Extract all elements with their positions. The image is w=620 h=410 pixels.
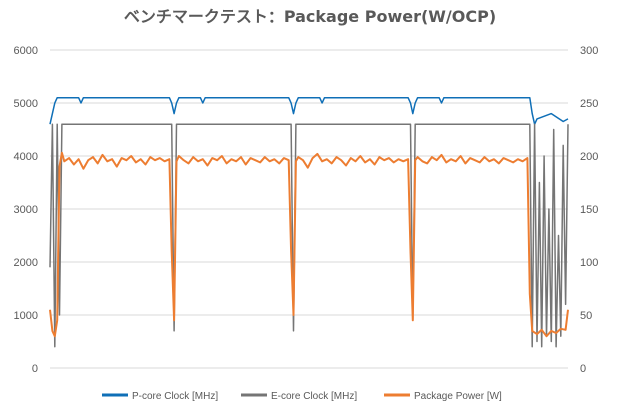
left-tick-label: 6000 — [14, 45, 38, 57]
right-axis-ticks: 0 50 100 150 200 250 300 — [580, 45, 598, 375]
legend-label: E-core Clock [MHz] — [271, 391, 357, 402]
ecore-series-line — [49, 123, 569, 348]
left-tick-label: 4000 — [14, 151, 38, 163]
right-tick-label: 100 — [580, 257, 598, 269]
right-tick-label: 150 — [580, 204, 598, 216]
right-tick-label: 0 — [580, 363, 586, 375]
right-tick-label: 250 — [580, 98, 598, 110]
right-tick-label: 300 — [580, 45, 598, 57]
left-tick-label: 5000 — [14, 98, 38, 110]
legend: P-core Clock [MHz] E-core Clock [MHz] Pack… — [102, 391, 502, 402]
left-tick-label: 3000 — [14, 204, 38, 216]
legend-label: Package Power [W] — [414, 391, 502, 402]
left-tick-label: 2000 — [14, 257, 38, 269]
grid-lines — [50, 49, 568, 369]
right-tick-label: 200 — [580, 151, 598, 163]
chart-title: ベンチマークテスト：Package Power(W/OCP) — [124, 7, 496, 26]
series-layer — [49, 96, 569, 348]
power-series-line — [49, 151, 569, 338]
right-tick-label: 50 — [580, 310, 592, 322]
left-axis-ticks: 0 1000 2000 3000 4000 5000 6000 — [14, 45, 38, 375]
left-tick-label: 0 — [32, 363, 38, 375]
left-tick-label: 1000 — [14, 310, 38, 322]
pcore-series-line — [49, 96, 569, 125]
legend-label: P-core Clock [MHz] — [132, 391, 218, 402]
